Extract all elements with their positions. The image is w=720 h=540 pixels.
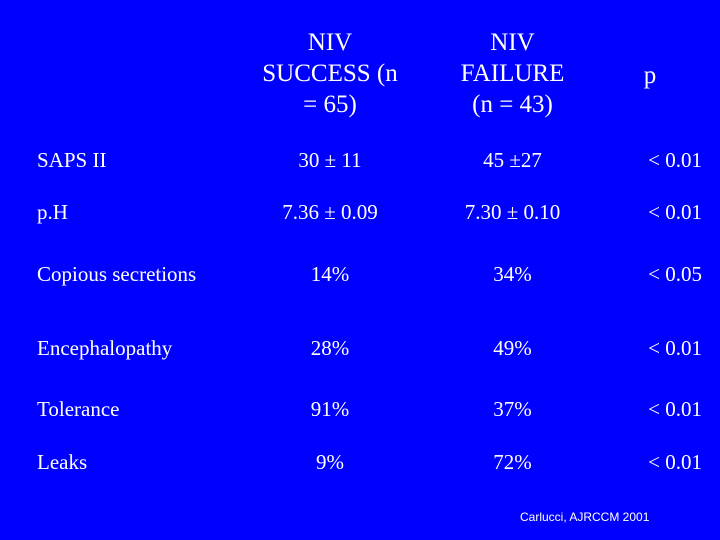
header-p-value: p xyxy=(643,62,657,89)
success-value: 28% xyxy=(310,336,350,360)
success-value: 30 ± 11 xyxy=(298,148,362,172)
p-value: < 0.05 xyxy=(648,262,702,286)
failure-value: 45 ±27 xyxy=(483,148,542,172)
header-niv-failure: NIV FAILURE (n = 43) xyxy=(460,29,565,118)
p-value: < 0.01 xyxy=(648,397,702,421)
failure-value: 72% xyxy=(493,450,532,474)
table-row: Encephalopathy 28% 49% < 0.01 xyxy=(0,333,720,363)
row-label: p.H xyxy=(37,200,68,224)
row-label: Copious secretions xyxy=(37,262,197,286)
table-row: Tolerance 91% 37% < 0.01 xyxy=(0,394,720,424)
success-value: 7.36 ± 0.09 xyxy=(282,200,378,224)
table-row: Leaks 9% 72% < 0.01 xyxy=(0,447,720,477)
table-row: p.H 7.36 ± 0.09 7.30 ± 0.10 < 0.01 xyxy=(0,197,720,227)
p-value: < 0.01 xyxy=(648,200,702,224)
p-value: < 0.01 xyxy=(648,336,702,360)
row-label: Encephalopathy xyxy=(37,336,173,360)
p-value: < 0.01 xyxy=(648,450,702,474)
table-row: Copious secretions 14% 34% < 0.05 xyxy=(0,259,720,289)
failure-value: 37% xyxy=(493,397,532,421)
success-value: 91% xyxy=(310,397,350,421)
source-citation: Carlucci, AJRCCM 2001 xyxy=(520,510,650,524)
p-value: < 0.01 xyxy=(648,148,702,172)
row-label: Leaks xyxy=(37,450,88,474)
success-value: 14% xyxy=(310,262,350,286)
failure-value: 49% xyxy=(493,336,532,360)
success-value: 9% xyxy=(316,450,344,474)
failure-value: 34% xyxy=(493,262,532,286)
header-niv-success: NIV SUCCESS (n = 65) xyxy=(262,29,398,118)
failure-value: 7.30 ± 0.10 xyxy=(464,200,561,224)
row-label: Tolerance xyxy=(37,397,120,421)
row-label: SAPS II xyxy=(37,148,107,172)
table-row: SAPS II 30 ± 11 45 ±27 < 0.01 xyxy=(0,145,720,175)
